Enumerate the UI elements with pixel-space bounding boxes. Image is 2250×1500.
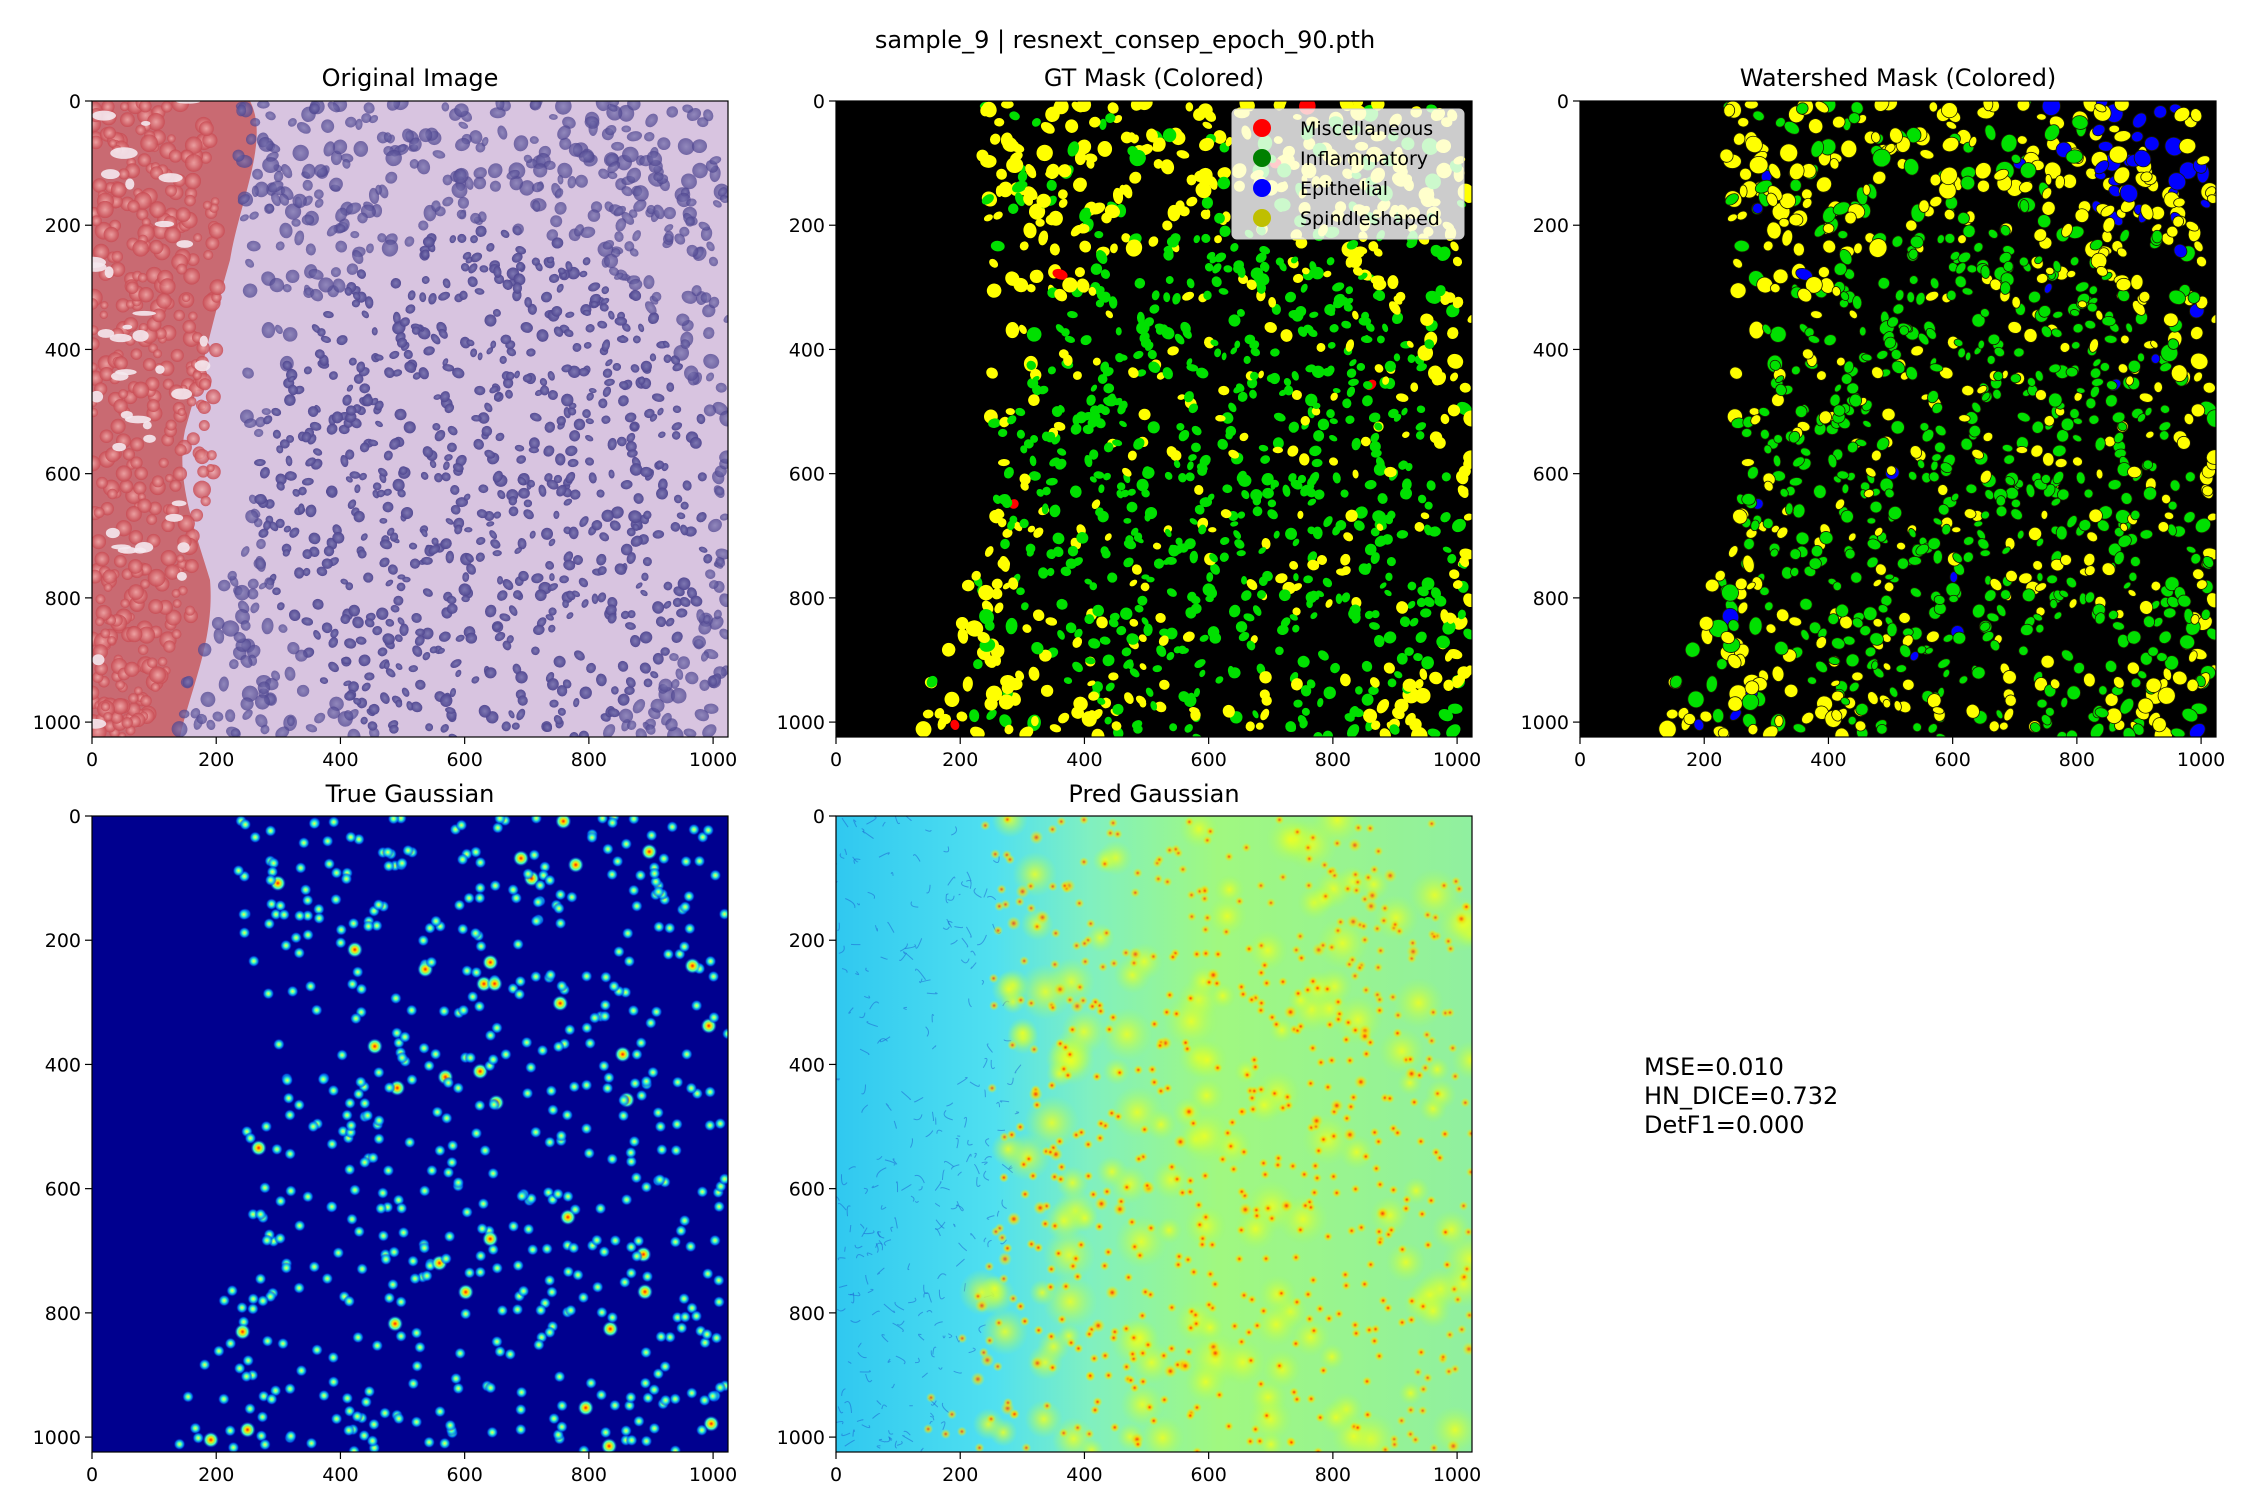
y-tick-label: 600 — [789, 464, 825, 486]
panel-title-true-gaussian: True Gaussian — [325, 780, 495, 808]
x-tick-label: 400 — [1066, 1464, 1102, 1486]
x-tick-label: 0 — [830, 1464, 842, 1486]
y-tick-label: 600 — [45, 1179, 81, 1201]
metric-detf1: DetF1=0.000 — [1644, 1111, 1805, 1139]
legend-marker-epithelial — [1253, 179, 1271, 197]
panel-title-watershed: Watershed Mask (Colored) — [1740, 64, 2057, 92]
panel-pred-gaussian: Pred Gaussian — [831, 780, 1498, 1466]
metrics-text: MSE=0.010 HN_DICE=0.732 DetF1=0.000 — [1644, 1053, 1838, 1139]
x-tick-label: 400 — [322, 1464, 358, 1486]
y-tick-label: 1000 — [777, 712, 825, 734]
y-tick-label: 200 — [789, 930, 825, 952]
y-tick-label: 800 — [45, 588, 81, 610]
x-tick-label: 1000 — [689, 1464, 737, 1486]
panel-title-pred-gaussian: Pred Gaussian — [1068, 780, 1239, 808]
x-tick-label: 200 — [198, 749, 234, 771]
x-tick-label: 800 — [1315, 749, 1351, 771]
y-tick-label: 400 — [45, 1054, 81, 1076]
y-tick-label: 0 — [1557, 91, 1569, 113]
x-tick-label: 800 — [571, 749, 607, 771]
legend-marker-miscellaneous — [1253, 119, 1271, 137]
x-tick-label: 200 — [942, 749, 978, 771]
y-tick-label: 800 — [45, 1303, 81, 1325]
legend-label-spindleshaped: Spindleshaped — [1300, 208, 1440, 230]
x-tick-label: 800 — [2059, 749, 2095, 771]
legend-label-epithelial: Epithelial — [1300, 178, 1388, 200]
y-tick-label: 200 — [789, 215, 825, 237]
x-tick-label: 400 — [322, 749, 358, 771]
x-tick-label: 1000 — [689, 749, 737, 771]
y-tick-label: 0 — [69, 806, 81, 828]
y-tick-label: 800 — [789, 588, 825, 610]
x-tick-label: 1000 — [2177, 749, 2225, 771]
y-tick-label: 0 — [813, 806, 825, 828]
x-tick-label: 0 — [1574, 749, 1586, 771]
legend-label-miscellaneous: Miscellaneous — [1300, 118, 1433, 140]
y-tick-label: 400 — [1533, 339, 1569, 361]
x-tick-label: 600 — [1935, 749, 1971, 771]
y-tick-label: 1000 — [33, 712, 81, 734]
y-tick-label: 400 — [789, 1054, 825, 1076]
y-tick-label: 800 — [1533, 588, 1569, 610]
panel-true-gaussian: True Gaussian — [92, 780, 734, 1457]
y-tick-label: 1000 — [1521, 712, 1569, 734]
y-tick-label: 0 — [813, 91, 825, 113]
legend-marker-inflammatory — [1253, 149, 1271, 167]
x-tick-label: 1000 — [1433, 749, 1481, 771]
x-tick-label: 0 — [86, 1464, 98, 1486]
panel-watershed: Watershed Mask (Colored) — [1580, 64, 2226, 747]
x-tick-label: 0 — [830, 749, 842, 771]
x-tick-label: 600 — [447, 1464, 483, 1486]
x-tick-label: 800 — [1315, 1464, 1351, 1486]
x-tick-label: 200 — [198, 1464, 234, 1486]
y-tick-label: 400 — [45, 339, 81, 361]
x-tick-label: 200 — [942, 1464, 978, 1486]
y-tick-label: 600 — [45, 464, 81, 486]
x-tick-label: 600 — [1191, 1464, 1227, 1486]
original-image — [79, 94, 737, 746]
y-tick-label: 400 — [789, 339, 825, 361]
x-tick-label: 0 — [86, 749, 98, 771]
x-tick-label: 600 — [1191, 749, 1227, 771]
figure-suptitle: sample_9 | resnext_consep_epoch_90.pth — [875, 26, 1375, 54]
y-tick-label: 200 — [45, 930, 81, 952]
x-tick-label: 200 — [1686, 749, 1722, 771]
y-tick-label: 800 — [789, 1303, 825, 1325]
x-tick-label: 600 — [447, 749, 483, 771]
y-tick-label: 0 — [69, 91, 81, 113]
panel-gt-mask: GT Mask (Colored) Miscellaneous Inflamma… — [836, 64, 1481, 746]
y-tick-label: 200 — [45, 215, 81, 237]
x-tick-label: 400 — [1810, 749, 1846, 771]
legend: Miscellaneous Inflammatory Epithelial Sp… — [1232, 109, 1464, 239]
legend-marker-spindleshaped — [1253, 209, 1271, 227]
panel-original: Original Image — [79, 64, 737, 746]
panel-title-original: Original Image — [322, 64, 499, 92]
metric-mse: MSE=0.010 — [1644, 1053, 1784, 1081]
y-tick-label: 1000 — [777, 1427, 825, 1449]
metric-hn-dice: HN_DICE=0.732 — [1644, 1082, 1838, 1110]
x-tick-label: 400 — [1066, 749, 1102, 771]
y-tick-label: 200 — [1533, 215, 1569, 237]
x-tick-label: 800 — [571, 1464, 607, 1486]
y-tick-label: 600 — [789, 1179, 825, 1201]
y-tick-label: 1000 — [33, 1427, 81, 1449]
legend-label-inflammatory: Inflammatory — [1300, 148, 1428, 170]
y-tick-label: 600 — [1533, 464, 1569, 486]
panel-title-gt-mask: GT Mask (Colored) — [1044, 64, 1264, 92]
x-tick-label: 1000 — [1433, 1464, 1481, 1486]
